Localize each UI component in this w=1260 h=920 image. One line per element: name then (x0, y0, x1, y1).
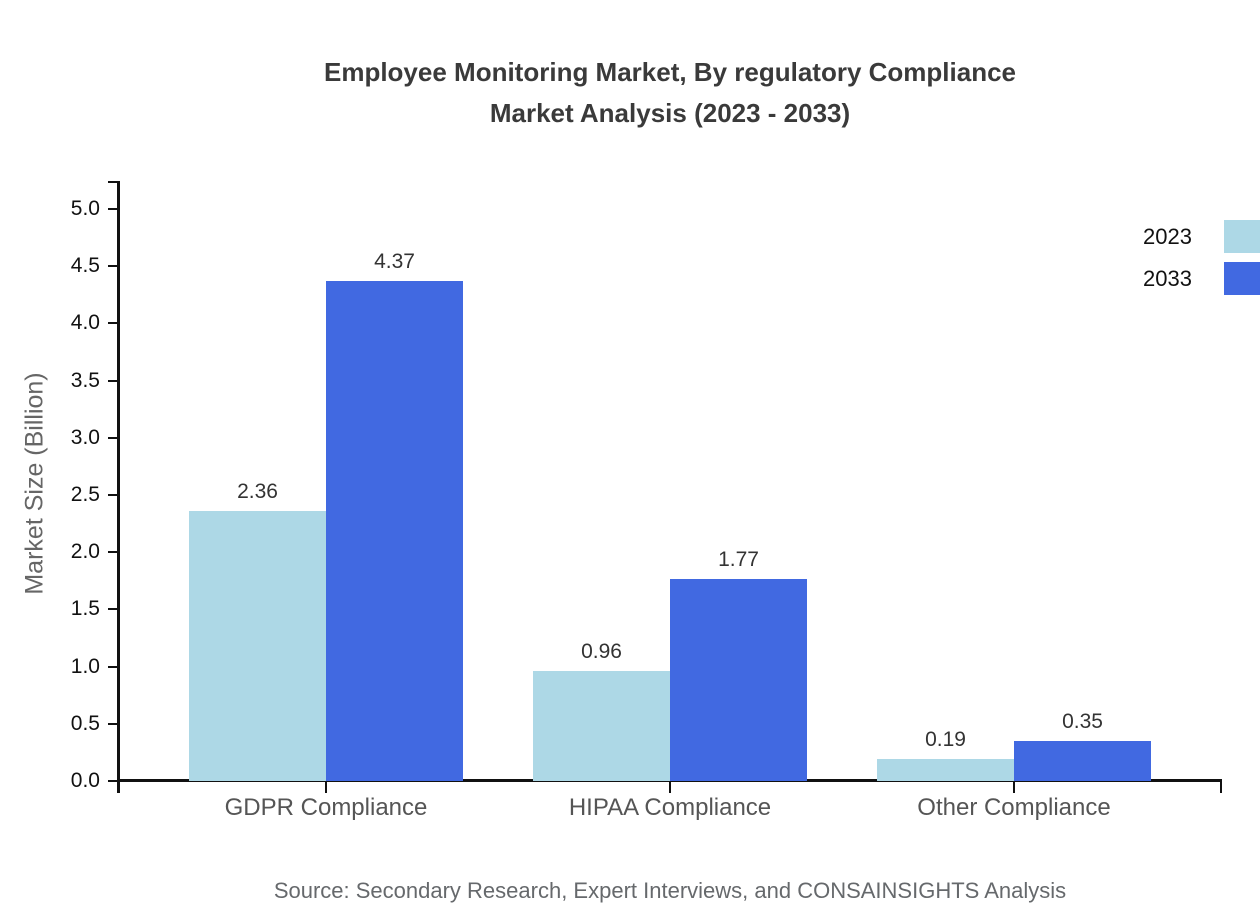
y-tick-mark (108, 494, 118, 496)
source-text: Source: Secondary Research, Expert Inter… (273, 878, 1067, 903)
y-tick-mark (108, 551, 118, 554)
y-tick-label: 2.5 (70, 483, 100, 506)
legend-swatch (1224, 220, 1260, 253)
y-tick-label: 0.5 (70, 711, 100, 735)
y-axis-line (117, 181, 120, 793)
y-tick-label: 1.0 (70, 654, 100, 678)
bar-2033-hipaa-compliance (670, 578, 807, 781)
x-tick-mark (325, 781, 327, 793)
bar-2023-gdpr-compliance (189, 511, 326, 781)
y-tick-mark (108, 665, 118, 668)
y-tick-label: 0.0 (70, 769, 100, 792)
chart-title: Employee Monitoring Market, By regulator… (80, 52, 1260, 134)
x-category-label-other-compliance: Other Compliance (917, 794, 1111, 821)
y-tick-mark (108, 322, 118, 325)
legend-label: 2033 (1143, 265, 1192, 291)
x-tick-mark (1013, 781, 1015, 793)
y-axis-end-cap (108, 181, 118, 183)
bar-value-label: 0.96 (581, 640, 622, 664)
bar-value-label: 2.36 (237, 480, 278, 504)
bar-value-label: 4.37 (374, 250, 415, 274)
legend-label: 2023 (1143, 224, 1192, 249)
x-tick-mark (669, 781, 671, 793)
bar-value-label: 0.19 (925, 728, 966, 752)
y-tick-mark (108, 379, 118, 382)
y-tick-label: 4.5 (70, 254, 100, 278)
bar-2033-gdpr-compliance (326, 281, 463, 781)
legend-swatch (1224, 261, 1260, 295)
x-category-label-gdpr-compliance: GDPR Compliance (224, 794, 428, 821)
y-tick-mark (108, 436, 118, 439)
chart-title-line-1: Employee Monitoring Market, By regulator… (323, 57, 1017, 87)
y-tick-label: 3.5 (70, 368, 100, 392)
y-tick-label: 4.0 (70, 311, 100, 335)
chart-title-line-2: Market Analysis (2023 - 2033) (489, 98, 851, 128)
x-category-label-hipaa-compliance: HIPAA Compliance (568, 794, 772, 821)
bar-value-label: 1.77 (718, 547, 759, 571)
x-axis-end-cap (1220, 781, 1222, 793)
y-tick-mark (108, 608, 118, 611)
bar-2033-other-compliance (1014, 740, 1151, 781)
y-tick-label: 2.0 (70, 540, 100, 564)
bar-2023-hipaa-compliance (533, 671, 670, 781)
y-tick-mark (108, 265, 118, 268)
y-tick-label: 3.0 (70, 425, 100, 449)
bar-value-label: 0.35 (1062, 709, 1103, 733)
bar-2023-other-compliance (877, 759, 1014, 781)
y-tick-mark (108, 780, 118, 782)
y-tick-label: 5.0 (70, 197, 100, 220)
y-tick-mark (108, 208, 118, 210)
y-tick-mark (108, 722, 118, 725)
y-tick-label: 1.5 (70, 597, 100, 621)
